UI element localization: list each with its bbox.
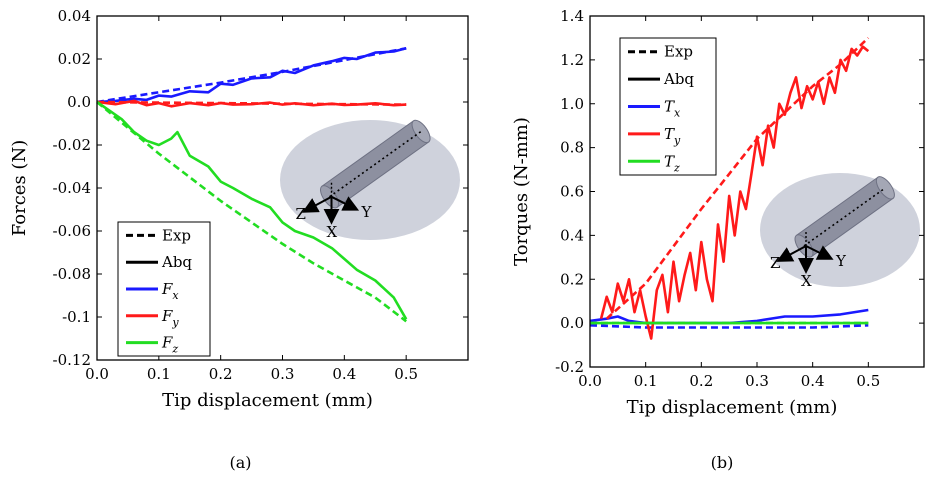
series-line-fy-abq: [96, 99, 407, 108]
y-tick-label: 0.0: [560, 314, 584, 332]
y-axis-label: Forces (N): [9, 140, 30, 236]
y-tick-label: -0.02: [53, 136, 91, 154]
legend-label: Tx: [664, 98, 681, 120]
y-tick-label: 0.8: [560, 139, 584, 157]
y-tick-label: 1.0: [560, 95, 584, 113]
y-tick-label: 0.4: [560, 226, 584, 244]
x-tick-label: 0.2: [209, 365, 233, 383]
legend-label: Exp: [162, 226, 191, 244]
series-line-ty-abq: [599, 45, 870, 340]
series-line-fz-abq: [96, 100, 408, 320]
y-tick-label: -0.1: [62, 308, 91, 326]
y-tick-label: -0.04: [53, 179, 91, 197]
x-tick-label: 0.5: [856, 372, 880, 390]
coordinate-triad-icon: [776, 229, 834, 274]
x-tick-label: 0.2: [689, 372, 713, 390]
y-tick-label: -0.08: [53, 265, 91, 283]
needle-axis-line: [803, 187, 886, 247]
x-tick-label: 0.0: [85, 365, 109, 383]
inset-axis-label-y: Y: [835, 252, 847, 270]
inset-axis-label-z: Z: [296, 205, 306, 223]
legend-label: Fy: [161, 307, 179, 329]
plot-frame: [96, 15, 469, 361]
x-tick-label: 0.1: [147, 365, 171, 383]
legend-label: Tz: [664, 152, 680, 174]
y-tick-label: -0.12: [53, 351, 91, 369]
legend-label: Abq: [663, 70, 694, 88]
x-axis-label: Tip displacement (mm): [162, 390, 373, 411]
y-tick-label: 0.6: [560, 183, 584, 201]
x-tick-label: 0.1: [634, 372, 658, 390]
coordinate-triad-icon: [301, 180, 360, 225]
x-tick-label: 0.0: [578, 372, 602, 390]
inset-axis-label-x: X: [327, 223, 338, 241]
y-tick-label: -0.06: [53, 222, 91, 240]
legend: Exp Abq Fx Fy Fz: [117, 221, 211, 357]
series-line-tx-exp: [589, 324, 869, 329]
y-tick-label: 1.2: [560, 51, 584, 69]
inset-axis-label-z: Z: [770, 254, 780, 272]
panel-caption: (b): [711, 453, 734, 472]
y-tick-label: 1.4: [560, 7, 584, 25]
series-line-fx-exp: [96, 47, 407, 104]
x-tick-label: 0.4: [801, 372, 825, 390]
y-tick-label: 0.2: [560, 270, 584, 288]
legend-label: Abq: [161, 253, 192, 271]
series-line-ty-exp: [605, 36, 870, 320]
legend-label: Ty: [664, 125, 681, 147]
y-tick-label: 0.0: [67, 93, 91, 111]
panel-caption: (a): [229, 453, 251, 472]
inset-axis-label-x: X: [801, 272, 812, 290]
legend-label: Fx: [161, 280, 179, 302]
series-line-tx-abq: [589, 308, 869, 325]
x-tick-label: 0.5: [394, 365, 418, 383]
needle-axis-line: [329, 130, 422, 198]
y-axis-label: Torques (N-mm): [511, 117, 532, 266]
legend-label: Exp: [664, 43, 693, 61]
y-tick-label: -0.2: [555, 358, 584, 376]
chart-panel-a: Z X Y 0.04 0.02 0.0 -0.02 -0.04 -0.06 -0.08 -0.1 -0…: [9, 7, 469, 472]
legend: Exp Abq Tx Ty Tz: [619, 37, 717, 176]
y-tick-label: 0.04: [58, 7, 91, 25]
legend-label: Fz: [161, 334, 178, 356]
x-tick-label: 0.4: [332, 365, 356, 383]
inset-axis-label-y: Y: [361, 203, 373, 221]
y-tick-label: 0.02: [58, 50, 91, 68]
x-axis-label: Tip displacement (mm): [627, 397, 838, 418]
series-line-fz-exp: [96, 101, 407, 323]
plot-frame: [589, 15, 925, 368]
x-tick-label: 0.3: [271, 365, 295, 383]
x-tick-label: 0.3: [745, 372, 769, 390]
series-line-fx-abq: [96, 47, 407, 104]
